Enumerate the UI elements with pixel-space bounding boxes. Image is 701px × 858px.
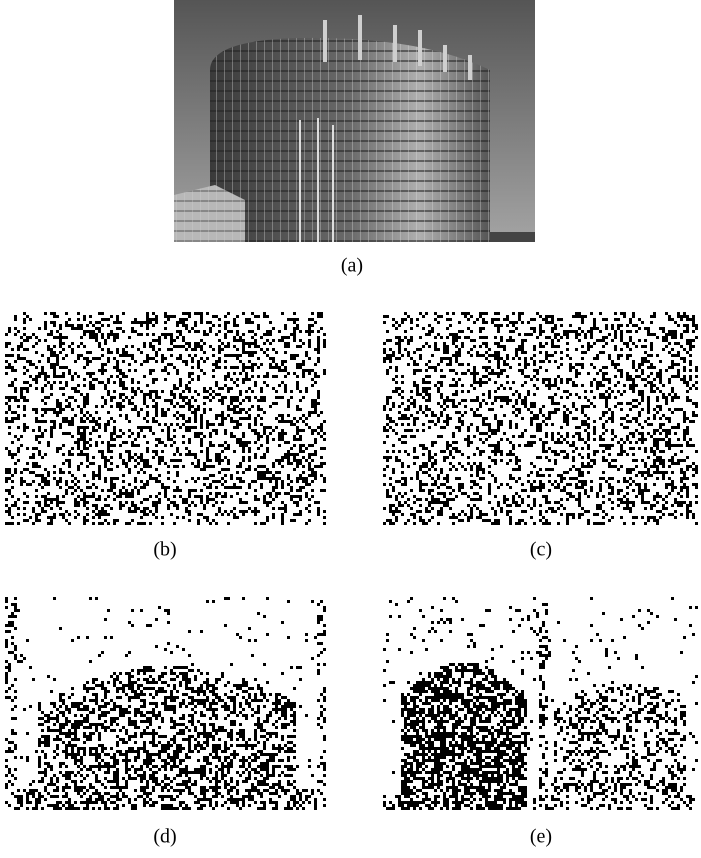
panel-label: (d) [153, 826, 176, 848]
panel-label: (e) [530, 826, 552, 848]
binary-map [5, 312, 326, 525]
panel-label: (c) [530, 539, 552, 561]
panel-label: (b) [153, 539, 176, 561]
binary-map [383, 312, 698, 525]
figure: (a) (b) (c) (d) (e) [0, 0, 701, 853]
photo-panel [174, 0, 535, 242]
binary-map [383, 597, 698, 810]
panel-label: (a) [341, 255, 363, 277]
page: (a) (b) (c) (d) (e) (() => { const data … [0, 0, 701, 853]
binary-map [5, 597, 326, 810]
